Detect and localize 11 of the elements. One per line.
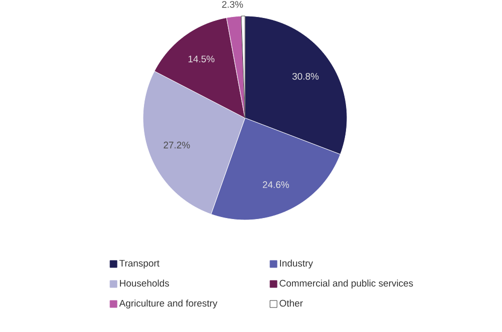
legend-label: Other bbox=[280, 300, 303, 307]
data-label: 24.6% bbox=[262, 181, 289, 188]
legend-label: Transport bbox=[119, 260, 160, 268]
legend-label: Households bbox=[120, 280, 170, 287]
data-label: 27.2% bbox=[164, 142, 190, 148]
legend-label: Commercial and public services bbox=[280, 280, 413, 288]
data-label: 14.5% bbox=[188, 56, 214, 62]
data-label: 30.8% bbox=[292, 72, 319, 80]
legend-label: Industry bbox=[280, 260, 313, 268]
data-label: 2.3% bbox=[222, 1, 243, 8]
legend-label: Agriculture and forestry bbox=[119, 300, 218, 308]
